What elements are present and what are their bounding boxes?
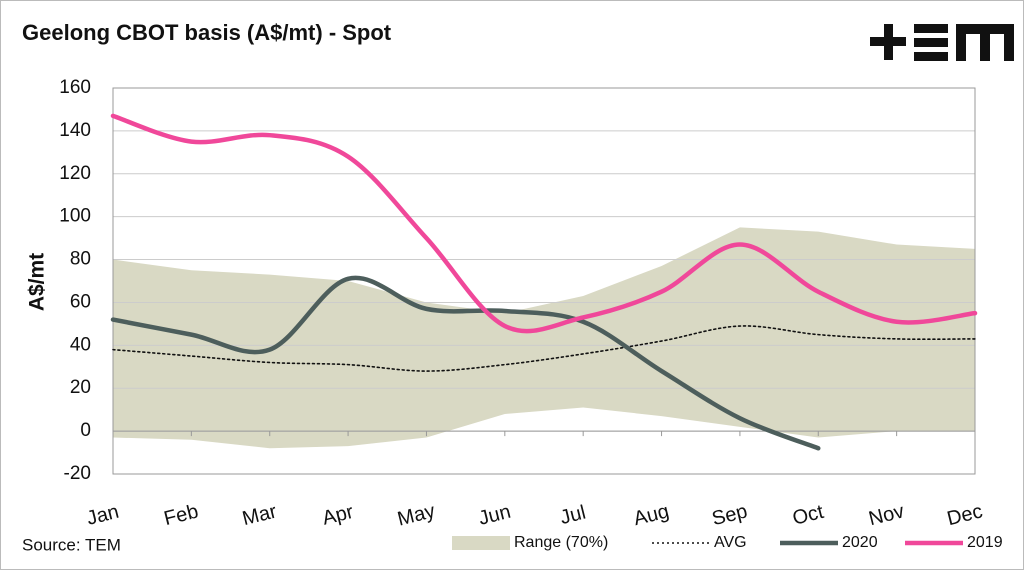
y-tick-label: 60 [70,291,91,312]
y-tick-label: 80 [70,249,91,270]
source: Source: TEM [22,535,121,554]
y-tick-label: 160 [59,77,91,98]
y-tick-label: 0 [80,420,91,441]
legend-label: 2019 [967,534,1003,551]
y-axis-label: A$/mt [26,253,49,311]
legend-label: AVG [714,534,747,551]
x-tick-label: Aug [631,500,671,530]
x-tick-label: Feb [162,500,201,530]
y-tick-label: 140 [59,120,91,141]
legend-swatch [452,536,510,550]
legend-label: 2020 [842,534,878,551]
y-tick-label: 20 [70,377,91,398]
legend-label: Range (70%) [514,534,608,551]
x-tick-label: Jul [558,502,588,530]
x-tick-label: Sep [710,500,750,530]
line-series [112,325,976,372]
chart-title: Geelong CBOT basis (A$/mt) - Spot [22,20,392,45]
x-tick-label: Jun [476,501,513,530]
x-tick-label: Nov [867,500,907,530]
x-tick-label: May [395,500,437,530]
y-tick-label: 100 [59,206,91,227]
x-tick-label: Apr [320,501,356,530]
plot-border [112,87,976,475]
y-tick-label: 40 [70,334,91,355]
y-tick-label: 120 [59,163,91,184]
line-series [110,275,821,451]
logo [870,24,1014,61]
x-tick-label: Jan [85,501,122,530]
line-series [110,113,978,334]
x-tick-label: Oct [790,501,826,530]
x-tick-label: Dec [945,500,985,530]
x-tick-label: Mar [240,500,279,530]
y-tick-label: -20 [64,463,91,484]
range-band [113,227,975,449]
